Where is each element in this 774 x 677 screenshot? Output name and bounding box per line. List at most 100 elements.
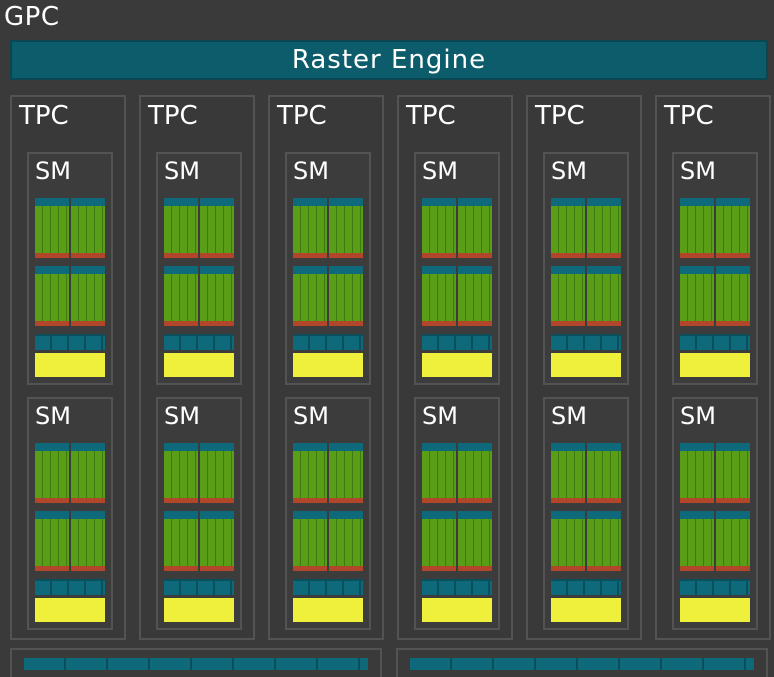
tensor-core-strip [329,253,363,258]
processing-block-row [551,266,621,326]
dispatch-unit [422,511,456,519]
l1-cache [293,353,363,377]
dispatch-unit [164,198,198,206]
processing-block [680,443,714,503]
dispatch-unit [458,198,492,206]
processing-block-row [551,511,621,571]
cuda-cores [71,274,105,321]
dispatch-unit [329,266,363,274]
processing-block-row [35,511,105,571]
processing-block [164,511,198,571]
tensor-core-strip [716,321,750,326]
processing-block [329,198,363,258]
dispatch-unit [716,511,750,519]
l1-cache [164,598,234,622]
sm-internals [35,443,105,622]
dispatch-unit [293,443,327,451]
processing-block [329,266,363,326]
dispatch-unit [35,266,69,274]
processing-block [71,511,105,571]
dispatch-unit [422,266,456,274]
texture-units [164,334,234,350]
dispatch-unit [716,198,750,206]
dispatch-unit [551,443,585,451]
dispatch-unit [329,511,363,519]
dispatch-unit [71,266,105,274]
cuda-cores [200,451,234,498]
dispatch-unit [551,266,585,274]
tensor-core-strip [458,253,492,258]
sm-label: SM [293,402,329,430]
cuda-cores [680,451,714,498]
texture-units [422,579,492,595]
tpc-label: TPC [19,101,69,131]
tensor-core-strip [293,253,327,258]
processing-block-row [680,266,750,326]
dispatch-unit [551,198,585,206]
sm-internals [422,443,492,622]
dispatch-unit [35,443,69,451]
processing-block [164,443,198,503]
cuda-cores [716,519,750,566]
tensor-core-strip [458,321,492,326]
cuda-cores [422,206,456,253]
dispatch-unit [200,266,234,274]
processing-block [293,266,327,326]
cuda-cores [458,451,492,498]
polymorph-bar-right-fill [410,658,754,670]
tensor-core-strip [35,566,69,571]
tensor-core-strip [587,498,621,503]
cuda-cores [293,206,327,253]
tensor-core-strip [587,253,621,258]
dispatch-unit [329,443,363,451]
tensor-core-strip [680,321,714,326]
dispatch-unit [293,198,327,206]
processing-block [680,266,714,326]
l1-cache [680,353,750,377]
tensor-core-strip [716,566,750,571]
sm-internals [422,198,492,377]
tensor-core-strip [716,253,750,258]
processing-block-row [680,198,750,258]
tensor-core-strip [551,321,585,326]
processing-block-row [551,198,621,258]
processing-block [551,443,585,503]
cuda-cores [587,519,621,566]
dispatch-unit [200,443,234,451]
cuda-cores [680,206,714,253]
texture-units [293,579,363,595]
tensor-core-strip [164,321,198,326]
tensor-core-strip [71,566,105,571]
cuda-cores [35,274,69,321]
sm-block: SM [27,152,113,385]
processing-block-row [164,511,234,571]
dispatch-unit [458,266,492,274]
processing-block [716,443,750,503]
tpc-block: TPC SM SM [139,95,255,640]
cuda-cores [716,206,750,253]
l1-cache [35,598,105,622]
sm-label: SM [422,157,458,185]
texture-units [680,579,750,595]
sm-block: SM [27,397,113,630]
processing-block-row [293,443,363,503]
processing-block [35,198,69,258]
processing-block [680,511,714,571]
sm-internals [551,443,621,622]
tpc-label: TPC [277,101,327,131]
processing-block [587,511,621,571]
tensor-core-strip [458,566,492,571]
tensor-core-strip [680,498,714,503]
sm-block: SM [285,397,371,630]
tensor-core-strip [551,566,585,571]
sm-label: SM [680,402,716,430]
cuda-cores [587,206,621,253]
polymorph-bar-left [10,648,382,677]
sm-internals [164,443,234,622]
sm-label: SM [293,157,329,185]
processing-block-row [422,511,492,571]
tpc-block: TPC SM SM [397,95,513,640]
cuda-cores [680,519,714,566]
texture-units [164,579,234,595]
processing-block [200,198,234,258]
